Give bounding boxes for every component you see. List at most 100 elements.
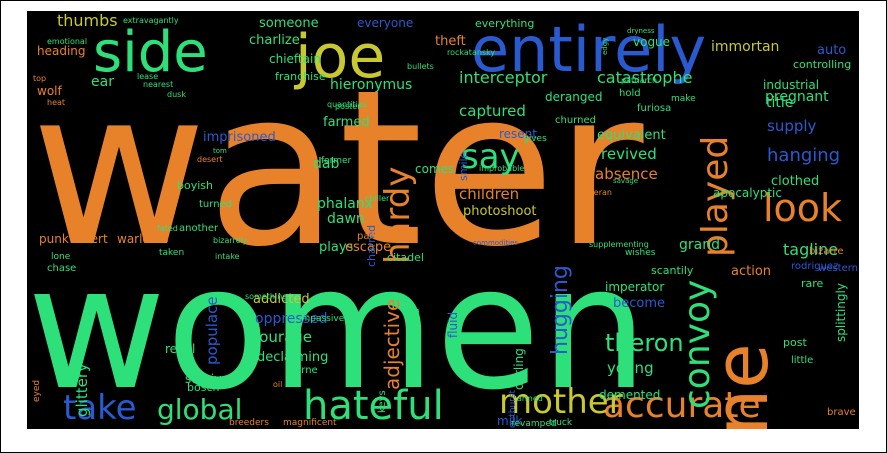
word-gives: gives: [523, 134, 547, 144]
word-make: make: [671, 94, 696, 104]
word-extravagantly: extravagantly: [123, 16, 179, 25]
word-pregnant: pregnant: [765, 89, 829, 105]
word-churned: churned: [555, 115, 596, 126]
word-veteran: veteran: [581, 188, 612, 197]
word-revamped: revamped: [511, 419, 557, 429]
word-thumbs: thumbs: [57, 11, 118, 30]
word-bizarre: bizarre: [809, 246, 843, 257]
word-say: say: [461, 137, 520, 177]
word-auto: auto: [817, 43, 846, 58]
word-convoy: convoy: [677, 280, 718, 409]
word-fluid: fluid: [446, 312, 460, 338]
word-rebel: rebel: [165, 342, 195, 356]
word-edgy: edgy: [601, 38, 609, 55]
word-robert: robert: [71, 232, 108, 246]
word-improbable: improbable: [479, 164, 524, 173]
word-revived: revived: [601, 145, 657, 163]
word-catastrophe: catastrophe: [597, 68, 692, 87]
word-panache: panache: [357, 231, 400, 242]
word-something: something: [245, 292, 287, 301]
word-plays: plays: [319, 240, 354, 255]
word-australian: australian: [467, 336, 512, 346]
word-emotional: emotional: [47, 37, 87, 46]
word-escape: escape: [345, 240, 391, 255]
word-quantities: quantities: [327, 100, 367, 109]
word-interceptor: interceptor: [459, 68, 548, 87]
word-imperator: imperator: [605, 280, 664, 294]
word-bosch: bosch: [187, 381, 219, 394]
word-hateful: hateful: [303, 383, 444, 429]
word-equivalent: equivalent: [597, 128, 666, 143]
word-imprisoned: imprisoned: [203, 130, 276, 145]
word-hold: hold: [619, 88, 641, 99]
word-taken: taken: [159, 248, 184, 258]
word-keys: keys: [377, 390, 388, 413]
word-comes: comes: [415, 162, 454, 176]
word-citadel: citadel: [387, 251, 424, 264]
word-addicted: addicted: [253, 292, 310, 307]
word-charlize: charlize: [249, 33, 300, 48]
word-patriarch: patriarch: [621, 76, 657, 85]
word-wishes: wishes: [625, 248, 656, 258]
word-former: former: [321, 156, 352, 166]
word-intake: intake: [215, 252, 240, 261]
word-wolf: wolf: [37, 84, 62, 98]
word-vogue: vogue: [633, 35, 670, 49]
word-ear: ear: [91, 74, 114, 90]
word-water: water: [31, 43, 644, 294]
word-lone: lone: [51, 252, 71, 262]
word-hardy: hardy: [378, 167, 418, 264]
word-savage: savage: [613, 177, 638, 185]
word-farmed: farmed: [323, 115, 370, 130]
word-entirely: entirely: [471, 13, 706, 86]
word-desert: desert: [197, 155, 223, 164]
word-impassive: impassive: [299, 314, 345, 324]
word-take: take: [63, 388, 137, 428]
word-nearest: nearest: [143, 80, 173, 89]
word-furiosa: furiosa: [637, 103, 671, 114]
word-cacophonous: cacophonous: [412, 308, 422, 368]
word-everyone: everyone: [357, 16, 413, 30]
word-industrial: industrial: [763, 78, 819, 92]
word-glittery: glittery: [73, 363, 91, 417]
word-dawn: dawn: [327, 211, 365, 227]
word-someone: someone: [259, 16, 319, 31]
word-rare: rare: [801, 277, 824, 290]
word-oil: oil: [273, 380, 282, 389]
word-warlords: warlords: [117, 232, 168, 246]
word-captured: captured: [459, 102, 526, 120]
word-hanging: hanging: [767, 145, 840, 166]
word-hugging: hugging: [548, 265, 573, 355]
word-cloud: water women entirely joe side one hateful accur…: [27, 11, 859, 429]
word-heat: heat: [47, 98, 65, 107]
word-mother: mother: [499, 382, 623, 422]
word-bizarrely: bizarrely: [213, 236, 248, 245]
word-action: action: [731, 264, 771, 279]
word-joe: joe: [293, 22, 385, 92]
word-survivor: survivor: [185, 372, 234, 386]
word-supply: supply: [767, 117, 817, 135]
word-breeders: breeders: [229, 418, 269, 428]
word-demented: demented: [599, 388, 660, 402]
word-boyish: boyish: [177, 179, 213, 192]
word-armed: armed: [517, 394, 543, 403]
word-dryness: dryness: [627, 27, 655, 35]
word-resent: resent: [499, 127, 537, 141]
word-till: till: [289, 376, 299, 385]
word-become: become: [613, 296, 665, 311]
word-oppressed: oppressed: [255, 311, 328, 327]
word-courage: courage: [251, 328, 312, 346]
word-young: young: [607, 359, 654, 377]
word-adjective: adjective: [380, 299, 404, 390]
word-children: children: [459, 185, 519, 203]
word-brave: brave: [827, 407, 856, 418]
word-clothed: clothed: [771, 174, 819, 189]
word-bullets: bullets: [407, 62, 434, 71]
word-chase: chase: [47, 263, 76, 274]
word-commodities: commodities: [473, 239, 518, 247]
word-side: side: [93, 20, 208, 85]
word-magnificent: magnificent: [283, 418, 337, 428]
word-title: title: [766, 95, 793, 111]
word-tagline: tagline: [783, 240, 838, 259]
